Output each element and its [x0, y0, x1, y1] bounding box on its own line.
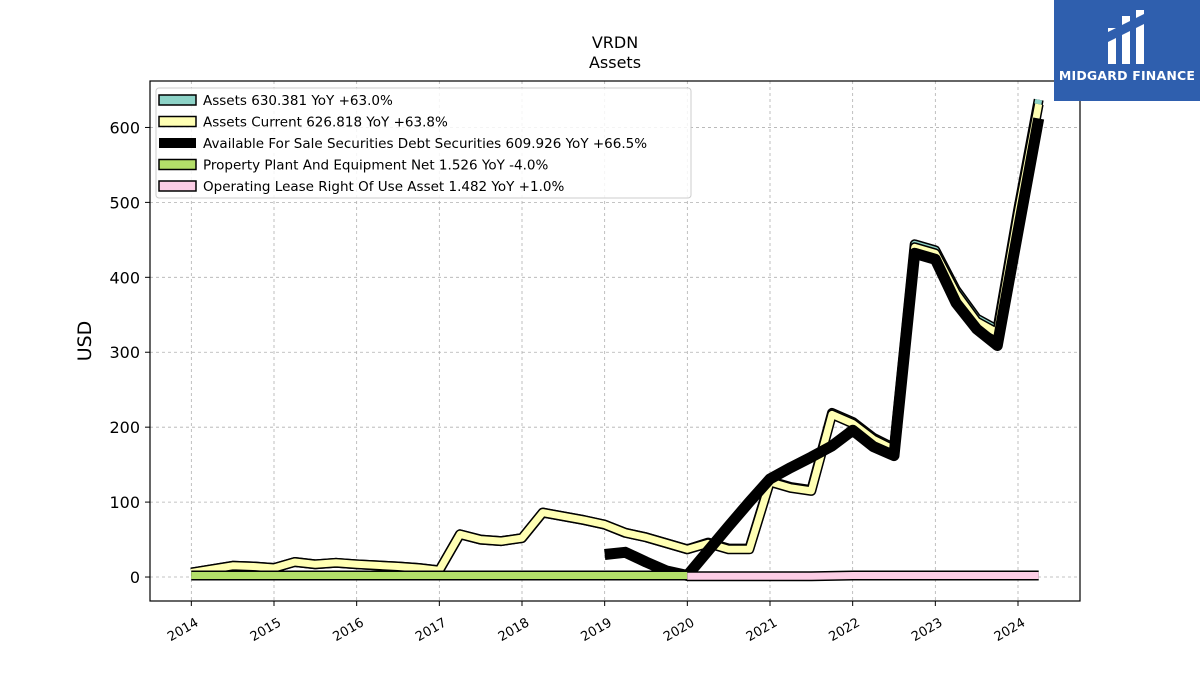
legend-label: Assets Current 626.818 YoY +63.8%: [203, 115, 448, 131]
x-tick-label: 2019: [579, 615, 615, 645]
series-4: [687, 570, 1039, 582]
chart-title: VRDN: [592, 33, 638, 52]
x-tick-label: 2021: [744, 615, 780, 645]
legend-item: Available For Sale Securities Debt Secur…: [159, 136, 647, 152]
legend-box: [155, 87, 692, 199]
legend-swatch: [158, 94, 197, 106]
legend-swatch: [159, 138, 196, 148]
x-axis: 2014 2015 2016 2017 2018 2019 2020 2021 2022 2023…: [165, 601, 1028, 645]
y-tick-label: 500: [109, 193, 140, 212]
legend-item: Assets 630.381 YoY +63.0%: [158, 93, 393, 109]
x-tick-label: 2017: [413, 615, 449, 645]
y-tick-label: 600: [109, 118, 140, 137]
legend-label: Assets 630.381 YoY +63.0%: [203, 93, 393, 109]
x-tick-label: 2023: [909, 615, 945, 645]
x-tick-label: 2022: [827, 615, 863, 645]
y-axis: 0 100 200 300 400 500 600: [109, 118, 150, 587]
series-line: [687, 572, 1039, 580]
grid: [150, 81, 1080, 601]
legend: Assets 630.381 YoY +63.0% Assets Current …: [155, 87, 692, 199]
legend-label: Available For Sale Securities Debt Secur…: [203, 136, 647, 152]
legend-item: Property Plant And Equipment Net 1.526 Y…: [158, 158, 548, 174]
brand-name: MIDGARD FINANCE: [1058, 68, 1196, 83]
chart-subtitle: Assets: [589, 53, 641, 72]
y-tick-label: 300: [109, 343, 140, 362]
x-tick-label: 2016: [331, 615, 367, 645]
plot-frame: [149, 80, 1081, 602]
legend-swatch: [158, 115, 197, 128]
legend-swatch: [158, 158, 197, 171]
series-lines: [190, 98, 1045, 582]
legend-label: Property Plant And Equipment Net 1.526 Y…: [203, 158, 548, 174]
x-tick-label: 2024: [992, 615, 1028, 645]
y-tick-label: 0: [130, 568, 140, 587]
legend-label: Operating Lease Right Of Use Asset 1.482…: [203, 179, 564, 195]
brand-logo: MIDGARD FINANCE: [1054, 0, 1200, 101]
x-tick-label: 2020: [661, 615, 697, 645]
legend-item: Operating Lease Right Of Use Asset 1.482…: [158, 179, 564, 195]
y-tick-label: 100: [109, 493, 140, 512]
y-tick-label: 400: [109, 268, 140, 287]
legend-swatch: [158, 180, 197, 192]
x-tick-label: 2018: [496, 615, 532, 645]
brand-mark-icon: [1108, 10, 1144, 64]
y-axis-label: USD: [74, 321, 96, 362]
x-tick-label: 2015: [248, 615, 284, 645]
legend-item: Assets Current 626.818 YoY +63.8%: [158, 115, 448, 131]
x-tick-label: 2014: [165, 615, 201, 645]
y-tick-label: 200: [109, 418, 140, 437]
